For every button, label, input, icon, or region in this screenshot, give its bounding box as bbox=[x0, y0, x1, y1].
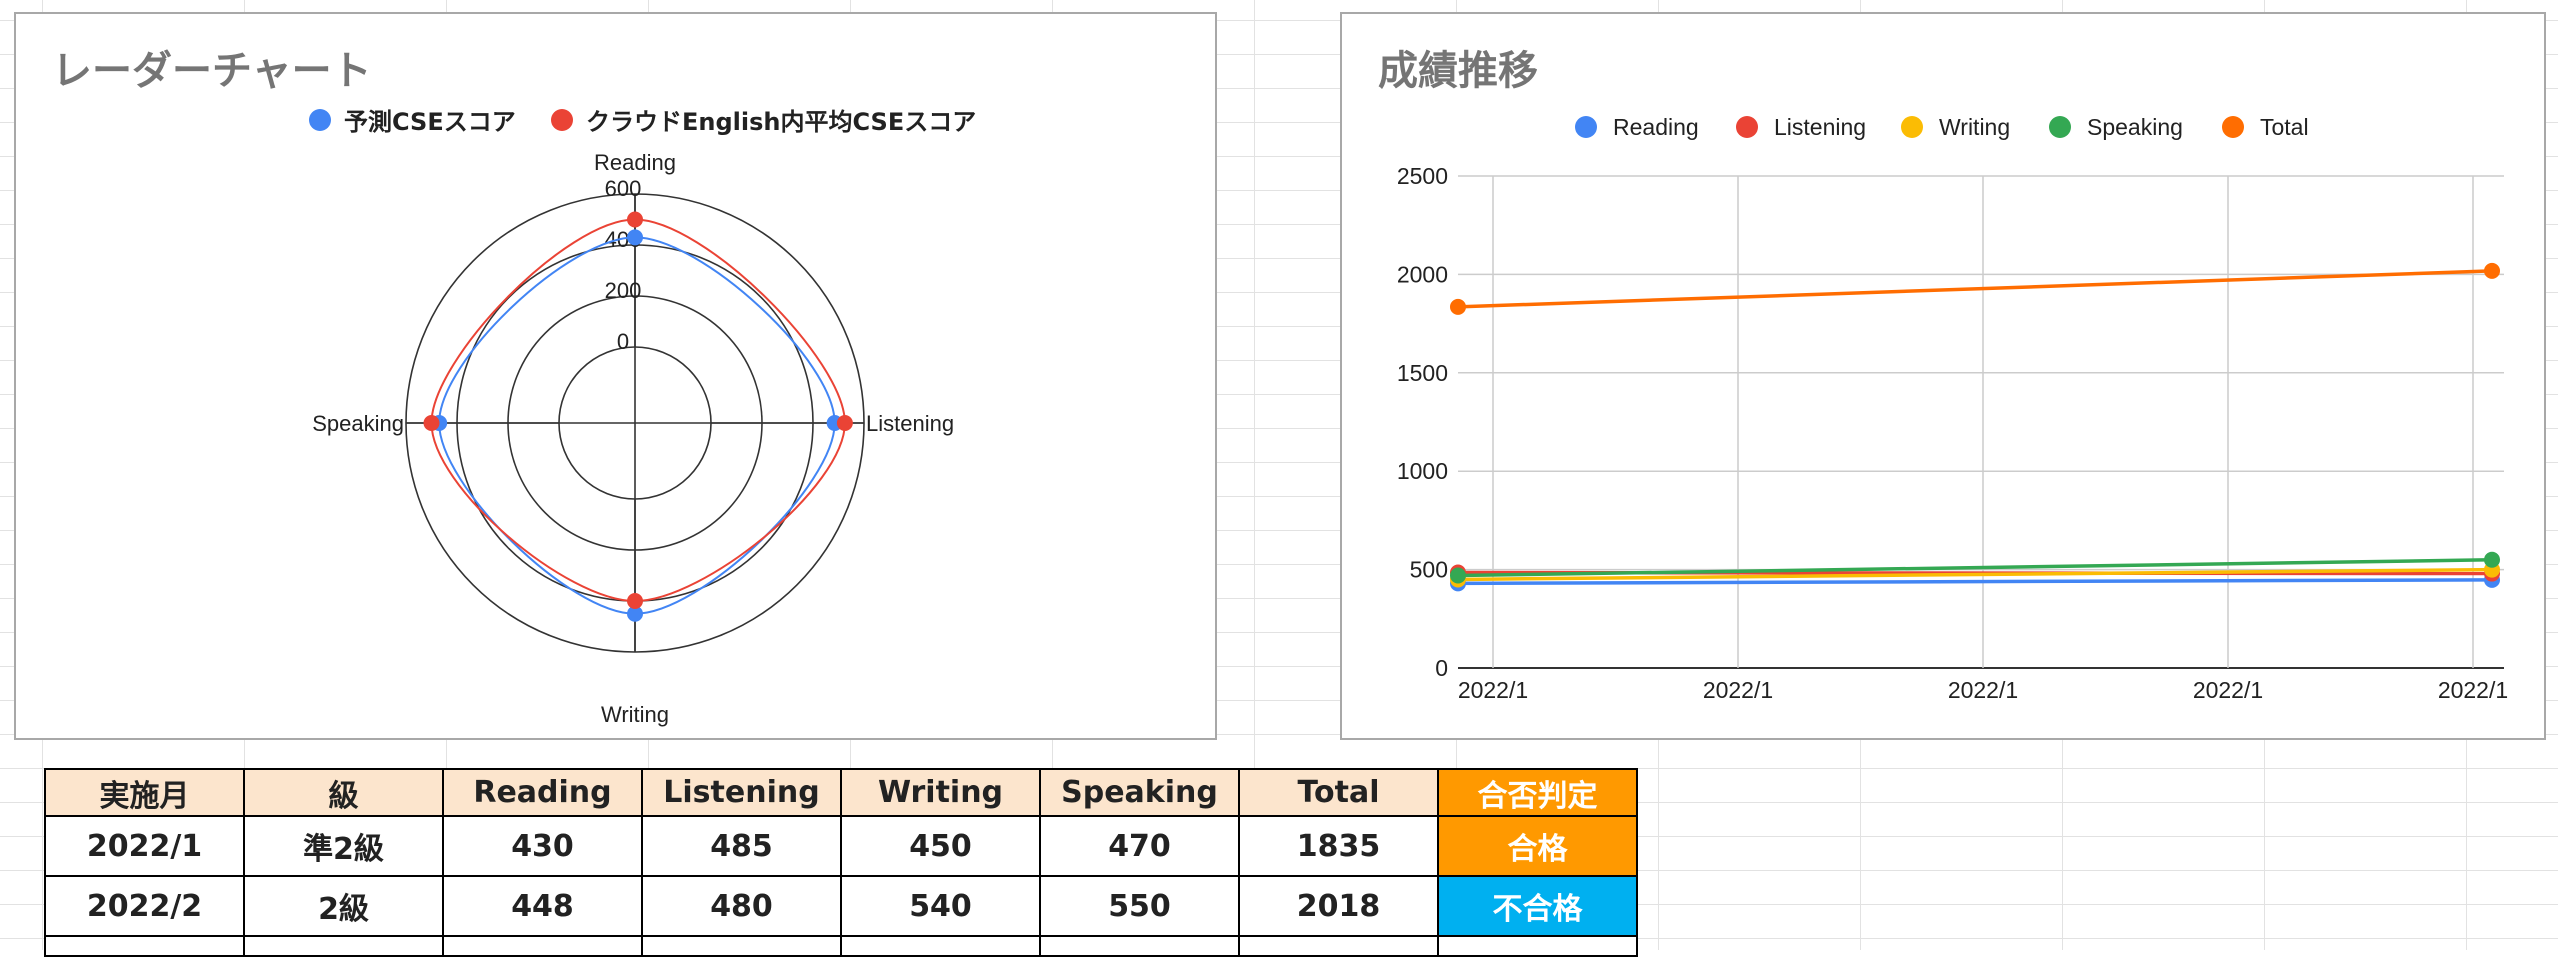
series-point bbox=[2484, 262, 2500, 279]
header-reading[interactable]: Reading bbox=[442, 768, 643, 817]
radar-point bbox=[627, 605, 643, 622]
cell-reading[interactable]: 430 bbox=[442, 815, 643, 877]
score-table: 実施月 級 Reading Listening Writing Speaking… bbox=[44, 768, 1638, 957]
empty-cell[interactable] bbox=[442, 935, 643, 957]
table-row: 2022/1 準2級 430 485 450 470 1835 合格 bbox=[44, 815, 1638, 877]
legend-marker bbox=[1736, 116, 1758, 138]
radar-point bbox=[423, 415, 440, 431]
cell-result-fail[interactable]: 不合格 bbox=[1437, 875, 1638, 937]
y-tick-label: 1500 bbox=[1397, 360, 1448, 386]
radar-chart-title: レーダーチャート bbox=[52, 48, 372, 94]
x-tick-label: 2022/1 bbox=[2193, 677, 2263, 703]
y-tick-label: 2000 bbox=[1397, 261, 1448, 287]
y-tick-label: 2500 bbox=[1397, 163, 1448, 189]
empty-cell[interactable] bbox=[243, 935, 444, 957]
radar-point bbox=[627, 593, 643, 609]
legend-label: クラウドEnglish内平均CSEスコア bbox=[586, 108, 976, 136]
legend-label: Listening bbox=[1774, 114, 1866, 140]
cell-total[interactable]: 1835 bbox=[1238, 815, 1439, 877]
empty-cell[interactable] bbox=[1437, 935, 1638, 957]
radar-point bbox=[627, 229, 643, 246]
cell-month[interactable]: 2022/1 bbox=[44, 815, 245, 877]
radar-axis-label: Writing bbox=[601, 702, 669, 727]
cell-writing[interactable]: 450 bbox=[840, 815, 1041, 877]
cell-result-pass[interactable]: 合格 bbox=[1437, 815, 1638, 877]
header-speaking[interactable]: Speaking bbox=[1039, 768, 1240, 817]
table-row: 2022/2 2級 448 480 540 550 2018 不合格 bbox=[44, 875, 1638, 937]
cell-total[interactable]: 2018 bbox=[1238, 875, 1439, 937]
empty-cell[interactable] bbox=[44, 935, 245, 957]
legend-marker bbox=[1901, 116, 1923, 138]
series-line bbox=[1457, 558, 2493, 578]
cell-reading[interactable]: 448 bbox=[442, 875, 643, 937]
radar-axis-label: Speaking bbox=[312, 411, 404, 436]
legend-label: 予測CSEスコア bbox=[344, 108, 516, 136]
legend-label: Reading bbox=[1613, 114, 1699, 140]
cell-speaking[interactable]: 550 bbox=[1039, 875, 1240, 937]
series-point bbox=[1450, 298, 1466, 315]
empty-cell[interactable] bbox=[641, 935, 842, 957]
empty-cell[interactable] bbox=[1238, 935, 1439, 957]
radar-point bbox=[836, 415, 853, 431]
header-result[interactable]: 合否判定 bbox=[1437, 768, 1638, 817]
empty-cell[interactable] bbox=[840, 935, 1041, 957]
y-tick-label: 0 bbox=[1435, 655, 1448, 681]
radar-tick-label: 600 bbox=[605, 176, 642, 201]
x-tick-label: 2022/1 bbox=[1948, 677, 2018, 703]
legend-marker bbox=[309, 109, 331, 131]
radar-axis-label: Listening bbox=[866, 411, 954, 436]
legend-label: Writing bbox=[1939, 114, 2010, 140]
radar-tick-label: 0 bbox=[617, 329, 629, 354]
y-tick-label: 500 bbox=[1410, 557, 1448, 583]
cell-month[interactable]: 2022/2 bbox=[44, 875, 245, 937]
radar-chart-panel[interactable]: レーダーチャート 予測CSEスコア クラウドEnglish内平均CSEスコア 0 20… bbox=[14, 12, 1217, 740]
cell-grade[interactable]: 2級 bbox=[243, 875, 444, 937]
table-header-row: 実施月 級 Reading Listening Writing Speaking… bbox=[44, 768, 1638, 817]
x-tick-label: 2022/1 bbox=[1458, 677, 1528, 703]
legend-marker bbox=[2049, 116, 2071, 138]
cell-writing[interactable]: 540 bbox=[840, 875, 1041, 937]
legend-label: Total bbox=[2260, 114, 2309, 140]
x-tick-label: 2022/1 bbox=[2438, 677, 2508, 703]
line-chart: Reading Listening Writing Speaking Total 0 500… bbox=[1397, 114, 2508, 703]
header-total[interactable]: Total bbox=[1238, 768, 1439, 817]
series-line bbox=[1457, 578, 2493, 586]
header-month[interactable]: 実施月 bbox=[44, 768, 245, 817]
line-chart-panel[interactable]: 成績推移 Reading Listening Writing Speaking Tota… bbox=[1340, 12, 2546, 740]
legend-label: Speaking bbox=[2087, 114, 2183, 140]
table-row-empty bbox=[44, 935, 1638, 957]
radar-axis-label: Reading bbox=[594, 150, 676, 175]
radar-tick-label: 200 bbox=[605, 278, 642, 303]
series-line bbox=[1457, 567, 2493, 582]
radar-point bbox=[627, 211, 643, 228]
header-grade[interactable]: 級 bbox=[243, 768, 444, 817]
series-point bbox=[1450, 567, 1466, 584]
x-tick-label: 2022/1 bbox=[1703, 677, 1773, 703]
legend-marker bbox=[551, 109, 573, 131]
cell-grade[interactable]: 準2級 bbox=[243, 815, 444, 877]
legend-marker bbox=[1575, 116, 1597, 138]
radar-chart: 予測CSEスコア クラウドEnglish内平均CSEスコア0200400600Re… bbox=[309, 108, 976, 727]
cell-speaking[interactable]: 470 bbox=[1039, 815, 1240, 877]
cell-listening[interactable]: 480 bbox=[641, 875, 842, 937]
header-writing[interactable]: Writing bbox=[840, 768, 1041, 817]
y-tick-label: 1000 bbox=[1397, 458, 1448, 484]
empty-cell[interactable] bbox=[1039, 935, 1240, 957]
radar-series-line bbox=[430, 218, 846, 603]
cell-listening[interactable]: 485 bbox=[641, 815, 842, 877]
series-point bbox=[2484, 551, 2500, 568]
series-line bbox=[1457, 269, 2493, 309]
header-listening[interactable]: Listening bbox=[641, 768, 842, 817]
legend-marker bbox=[2222, 116, 2244, 138]
line-chart-title: 成績推移 bbox=[1378, 48, 1538, 94]
